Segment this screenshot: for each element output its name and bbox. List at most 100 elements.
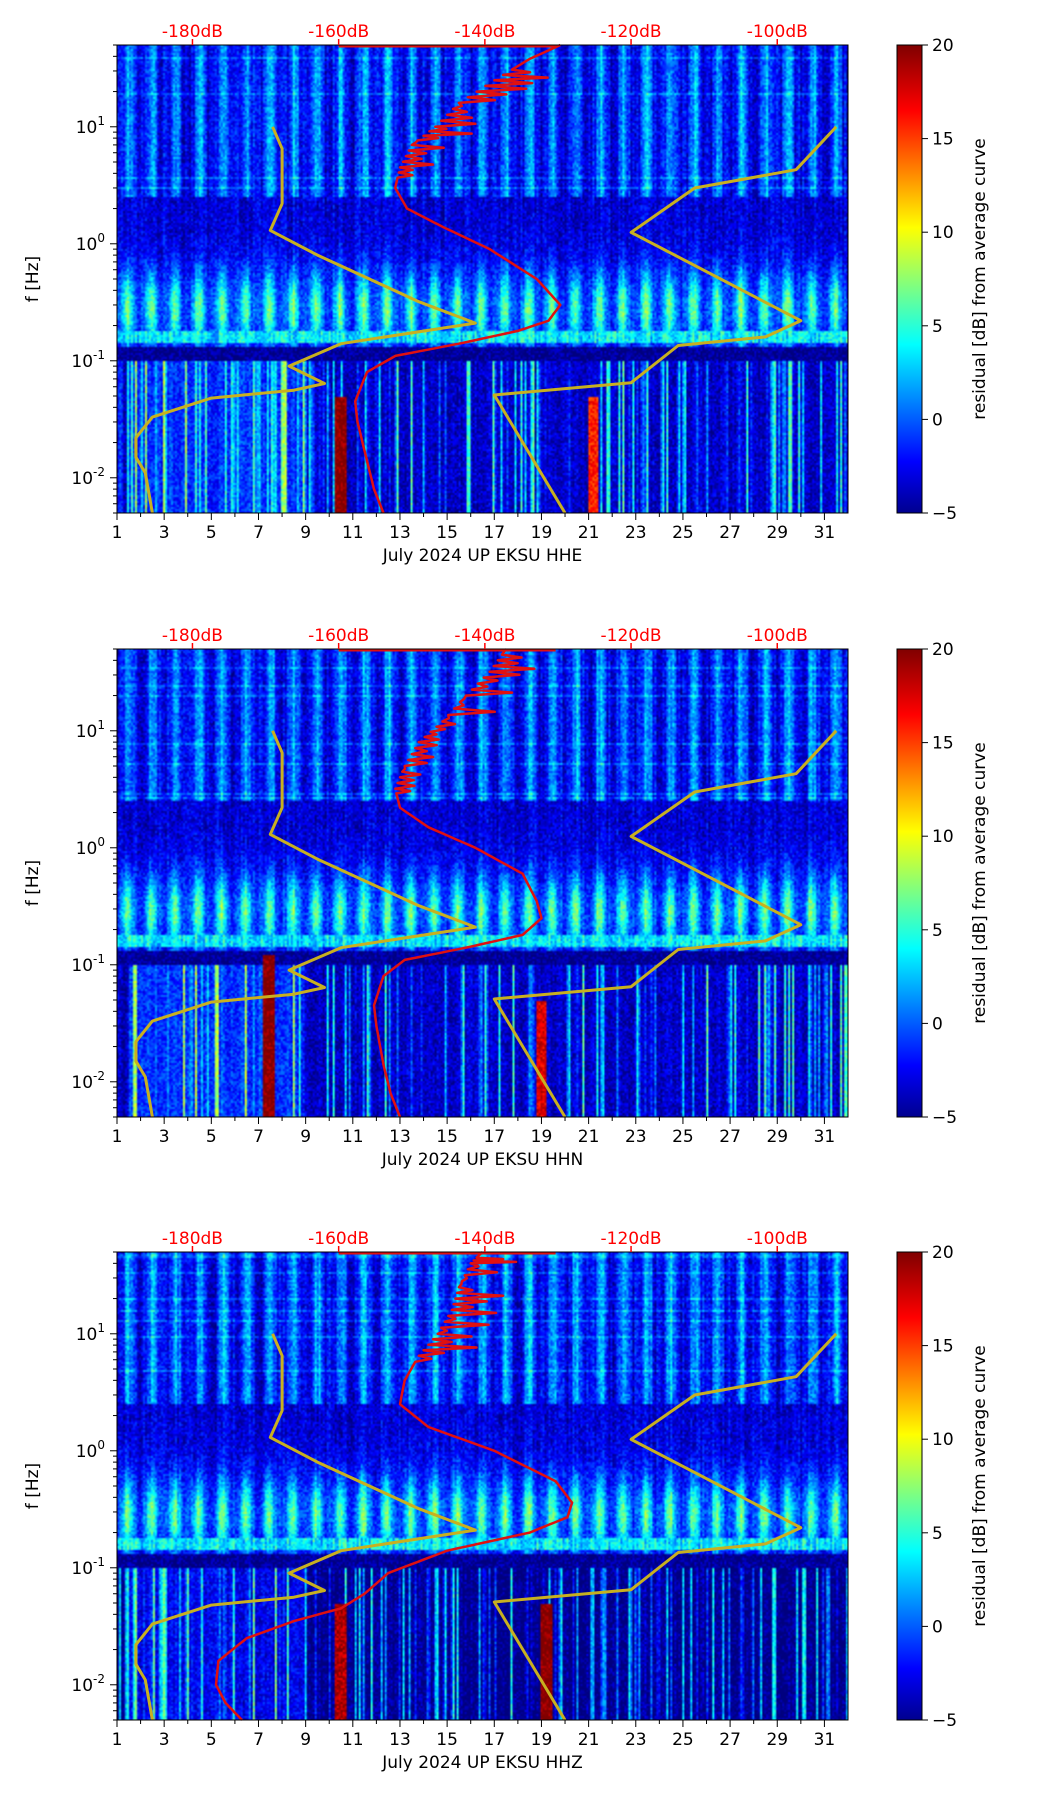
colorbar-tick-label: 10 bbox=[932, 1430, 954, 1450]
x-tick-label: 1 bbox=[112, 1127, 123, 1147]
db-tick-label: -160dB bbox=[308, 22, 369, 42]
x-tick-label: 29 bbox=[766, 523, 788, 543]
db-tick-label: -140dB bbox=[454, 626, 515, 646]
x-tick-label: 11 bbox=[342, 1730, 364, 1750]
y-tick-label: 101 bbox=[76, 718, 105, 742]
y-axis-ticks: 10-2 10-1 100 101 bbox=[71, 1251, 117, 1721]
x-tick-label: 5 bbox=[206, 1127, 217, 1147]
model-curve-low-noise bbox=[134, 126, 477, 514]
colorbar-tick-label: 15 bbox=[932, 1337, 954, 1357]
colorbar-ticks: 20 15 10 5 0 −5 bbox=[922, 640, 957, 1128]
y-tick-label: 10-1 bbox=[71, 348, 105, 372]
spectrogram-heatmap bbox=[117, 649, 848, 1117]
x-tick-label: 17 bbox=[483, 1127, 505, 1147]
x-tick-label: 11 bbox=[342, 523, 364, 543]
y-tick-label: 100 bbox=[76, 231, 105, 255]
spectrogram-heatmap bbox=[117, 45, 848, 513]
top-db-axis: -180dB -160dB -140dB -120dB -100dB bbox=[162, 1229, 808, 1252]
colorbar-tick-label: 20 bbox=[932, 36, 954, 56]
x-tick-label: 3 bbox=[159, 1127, 170, 1147]
db-tick-label: -100dB bbox=[747, 22, 808, 42]
x-tick-label: 15 bbox=[436, 523, 458, 543]
x-axis-label: July 2024 UP EKSU HHN bbox=[381, 1150, 584, 1170]
colorbar-tick-label: 15 bbox=[932, 130, 954, 150]
db-tick-label: -100dB bbox=[747, 626, 808, 646]
x-axis-label: July 2024 UP EKSU HHE bbox=[382, 546, 583, 566]
curve-overlay bbox=[134, 1251, 838, 1721]
average-curve bbox=[372, 648, 543, 1118]
model-curve-high-noise bbox=[492, 125, 838, 514]
db-tick-label: -140dB bbox=[454, 22, 515, 42]
x-axis-ticks: 1 3 5 7 9 11 13 15 17 19 21 23 25 27 29 31 bbox=[112, 1720, 836, 1750]
top-db-axis: -180dB -160dB -140dB -120dB -100dB bbox=[162, 626, 808, 649]
average-curve bbox=[353, 43, 562, 514]
colorbar: 20 15 10 5 0 −5 residual [dB] from average cu… bbox=[896, 640, 990, 1128]
colorbar-tick-label: −5 bbox=[932, 504, 957, 524]
x-tick-label: 23 bbox=[625, 523, 647, 543]
x-tick-label: 9 bbox=[300, 1730, 311, 1750]
x-tick-label: 5 bbox=[206, 1730, 217, 1750]
model-curve-high-noise bbox=[492, 729, 838, 1118]
y-tick-label: 100 bbox=[76, 1438, 105, 1462]
x-tick-label: 31 bbox=[814, 523, 836, 543]
x-tick-label: 19 bbox=[531, 1127, 553, 1147]
db-tick-label: -180dB bbox=[162, 22, 223, 42]
spectrogram-panel-hhz: 1 3 5 7 9 11 13 15 17 19 21 23 25 27 29 31 10-210-11001… bbox=[23, 1229, 990, 1773]
x-tick-label: 7 bbox=[253, 523, 264, 543]
colorbar-label: residual [dB] from average curve bbox=[970, 1345, 990, 1626]
colorbar-tick-label: 0 bbox=[932, 410, 943, 430]
colorbar-label: residual [dB] from average curve bbox=[970, 742, 990, 1023]
spectrogram-heatmap bbox=[117, 1252, 848, 1720]
y-axis-label: f [Hz] bbox=[23, 256, 43, 302]
x-tick-label: 21 bbox=[578, 1730, 600, 1750]
curve-overlay bbox=[134, 43, 838, 514]
db-tick-label: -120dB bbox=[601, 22, 662, 42]
colorbar-gradient bbox=[896, 648, 923, 1118]
x-tick-label: 29 bbox=[766, 1127, 788, 1147]
x-tick-label: 9 bbox=[300, 1127, 311, 1147]
colorbar: 20 15 10 5 0 −5 residual [dB] from average cu… bbox=[896, 36, 990, 524]
db-tick-label: -160dB bbox=[308, 1229, 369, 1249]
colorbar-tick-label: 20 bbox=[932, 1243, 954, 1263]
db-tick-label: -120dB bbox=[601, 1229, 662, 1249]
x-tick-label: 1 bbox=[112, 1730, 123, 1750]
colorbar-ticks: 20 15 10 5 0 −5 bbox=[922, 36, 957, 524]
x-tick-label: 25 bbox=[672, 1730, 694, 1750]
colorbar-tick-label: 10 bbox=[932, 827, 954, 847]
x-tick-label: 19 bbox=[531, 523, 553, 543]
y-tick-label: 10-1 bbox=[71, 952, 105, 976]
x-tick-label: 21 bbox=[578, 1127, 600, 1147]
x-tick-label: 13 bbox=[389, 1730, 411, 1750]
model-curve-high-noise bbox=[492, 1332, 838, 1721]
x-tick-label: 1 bbox=[112, 523, 123, 543]
y-tick-label: 10-1 bbox=[71, 1555, 105, 1579]
db-tick-label: -100dB bbox=[747, 1229, 808, 1249]
spectrogram-panel-hhe: 1 3 5 7 9 11 13 15 17 19 21 23 25 27 29 31 10-210-11001… bbox=[23, 22, 990, 566]
colorbar-gradient bbox=[896, 1251, 923, 1721]
x-tick-label: 17 bbox=[483, 523, 505, 543]
curve-overlay bbox=[134, 648, 838, 1118]
x-tick-label: 19 bbox=[531, 1730, 553, 1750]
x-tick-label: 31 bbox=[814, 1730, 836, 1750]
x-tick-label: 25 bbox=[672, 1127, 694, 1147]
y-axis-label: f [Hz] bbox=[23, 1463, 43, 1509]
x-tick-label: 15 bbox=[436, 1730, 458, 1750]
x-axis-ticks: 1 3 5 7 9 11 13 15 17 19 21 23 25 27 29 31 bbox=[112, 513, 836, 543]
y-axis-ticks: 10-2 10-1 100 101 bbox=[71, 44, 117, 514]
db-tick-label: -120dB bbox=[601, 626, 662, 646]
y-axis-ticks: 10-2 10-1 100 101 bbox=[71, 648, 117, 1118]
average-curve bbox=[214, 1251, 574, 1721]
x-tick-label: 17 bbox=[483, 1730, 505, 1750]
x-tick-label: 13 bbox=[389, 1127, 411, 1147]
colorbar-tick-label: 10 bbox=[932, 223, 954, 243]
x-tick-label: 21 bbox=[578, 523, 600, 543]
colorbar: 20 15 10 5 0 −5 residual [dB] from average cu… bbox=[896, 1243, 990, 1731]
spectrogram-panel-hhn: 1 3 5 7 9 11 13 15 17 19 21 23 25 27 29 31 10-210-11001… bbox=[23, 626, 990, 1170]
colorbar-tick-label: 15 bbox=[932, 734, 954, 754]
x-tick-label: 29 bbox=[766, 1730, 788, 1750]
x-tick-label: 7 bbox=[253, 1730, 264, 1750]
x-tick-label: 23 bbox=[625, 1127, 647, 1147]
colorbar-tick-label: 0 bbox=[932, 1617, 943, 1637]
x-tick-label: 25 bbox=[672, 523, 694, 543]
y-tick-label: 10-2 bbox=[71, 465, 105, 489]
